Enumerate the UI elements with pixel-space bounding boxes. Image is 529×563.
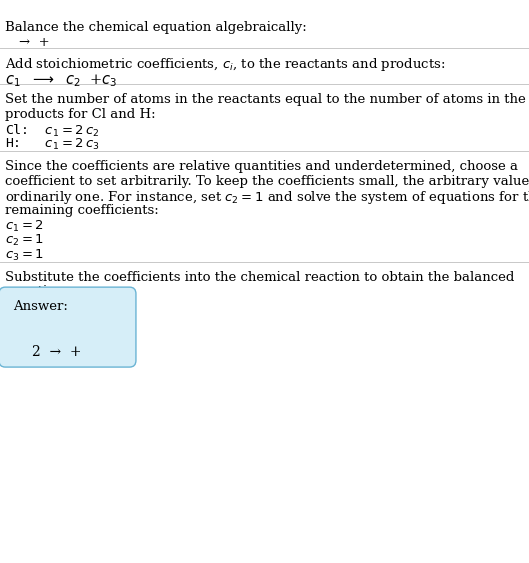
Text: equation:: equation: (5, 285, 68, 298)
Text: ordinarily one. For instance, set $c_2 = 1$ and solve the system of equations fo: ordinarily one. For instance, set $c_2 =… (5, 189, 529, 206)
Text: remaining coefficients:: remaining coefficients: (5, 204, 159, 217)
Text: →  +: → + (19, 36, 49, 49)
Text: 2  →  +: 2 → + (32, 345, 81, 359)
Text: H:   $c_1 = 2\,c_3$: H: $c_1 = 2\,c_3$ (5, 137, 100, 153)
Text: $c_3 = 1$: $c_3 = 1$ (5, 248, 44, 263)
Text: $c_1 = 2$: $c_1 = 2$ (5, 218, 44, 234)
Text: products for Cl and H:: products for Cl and H: (5, 108, 156, 121)
Text: $c_1$  $\longrightarrow$  $c_2$  +$c_3$: $c_1$ $\longrightarrow$ $c_2$ +$c_3$ (5, 72, 118, 89)
Text: Since the coefficients are relative quantities and underdetermined, choose a: Since the coefficients are relative quan… (5, 160, 518, 173)
Text: Answer:: Answer: (13, 300, 68, 312)
Text: Add stoichiometric coefficients, $c_i$, to the reactants and products:: Add stoichiometric coefficients, $c_i$, … (5, 56, 445, 73)
FancyBboxPatch shape (0, 287, 136, 367)
Text: Balance the chemical equation algebraically:: Balance the chemical equation algebraica… (5, 21, 307, 34)
Text: Set the number of atoms in the reactants equal to the number of atoms in the: Set the number of atoms in the reactants… (5, 93, 526, 106)
Text: $c_2 = 1$: $c_2 = 1$ (5, 233, 44, 248)
Text: Cl:  $c_1 = 2\,c_2$: Cl: $c_1 = 2\,c_2$ (5, 123, 100, 139)
Text: coefficient to set arbitrarily. To keep the coefficients small, the arbitrary va: coefficient to set arbitrarily. To keep … (5, 175, 529, 187)
Text: Substitute the coefficients into the chemical reaction to obtain the balanced: Substitute the coefficients into the che… (5, 271, 515, 284)
